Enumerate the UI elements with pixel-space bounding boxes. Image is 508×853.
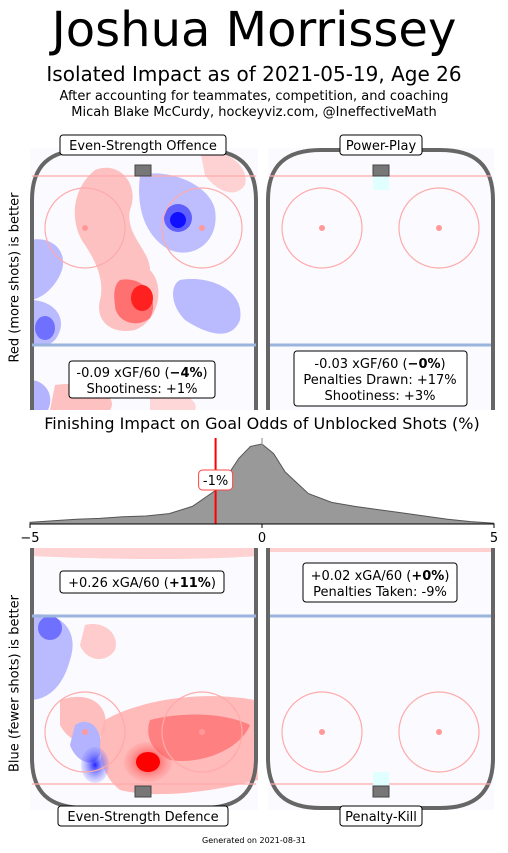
penalty-kill-title-box: Penalty-Kill xyxy=(339,805,423,827)
power-play-title: Power-Play xyxy=(346,139,417,154)
finishing-impact-chart: Finishing Impact on Goal Odds of Unblock… xyxy=(20,414,498,546)
power-play-stats: -0.03 xGF/60 (−0%) Penalties Drawn: +17%… xyxy=(293,350,468,407)
es-defence-heatmap xyxy=(30,548,258,795)
penalty-kill-stats: +0.02 xGA/60 (+0%) Penalties Taken: -9% xyxy=(302,562,458,603)
marker-label-box xyxy=(198,469,234,491)
power-play-penalties-drawn: Penalties Drawn: +17% xyxy=(303,373,456,388)
es-offence-title: Even-Strength Offence xyxy=(69,139,217,154)
x-tick-label: −5 xyxy=(20,531,39,546)
method-note: After accounting for teammates, competit… xyxy=(59,89,449,104)
es-offence-xg: -0.09 xGF/60 (−4%) xyxy=(76,366,207,381)
es-defence-title-box: Even-Strength Defence xyxy=(57,805,229,827)
es-defence-title: Even-Strength Defence xyxy=(67,810,218,825)
subtitle: Isolated Impact as of 2021-05-19, Age 26 xyxy=(46,62,462,86)
marker-label: -1% xyxy=(203,474,228,489)
credit-note: Micah Blake McCurdy, hockeyviz.com, @Ine… xyxy=(71,105,437,120)
power-play-shootiness: Shootiness: +3% xyxy=(325,389,436,404)
power-play-title-box: Power-Play xyxy=(339,134,423,156)
es-defence-xg: +0.26 xGA/60 (+11%) xyxy=(68,576,216,591)
penalty-kill-penalties-taken: Penalties Taken: -9% xyxy=(313,585,447,600)
chart-title: Finishing Impact on Goal Odds of Unblock… xyxy=(44,414,479,433)
penalty-kill-title: Penalty-Kill xyxy=(345,810,417,825)
x-axis-ticks: −5 0 5 xyxy=(20,524,498,546)
x-tick-label: 0 xyxy=(258,531,266,546)
es-offence-title-box: Even-Strength Offence xyxy=(59,134,227,156)
es-offence-shootiness: Shootiness: +1% xyxy=(87,382,198,397)
es-defence-stats: +0.26 xGA/60 (+11%) xyxy=(59,570,225,594)
penalty-kill-xg: +0.02 xGA/60 (+0%) xyxy=(311,569,450,584)
power-play-xg: -0.03 xGF/60 (−0%) xyxy=(314,357,445,372)
player-name: Joshua Morrissey xyxy=(51,2,457,58)
x-tick-label: 5 xyxy=(490,531,498,546)
es-offence-heatmap xyxy=(30,149,246,410)
generated-date: Generated on 2021-08-31 xyxy=(202,836,306,845)
es-offence-stats: -0.09 xGF/60 (−4%) Shootiness: +1% xyxy=(68,360,216,399)
